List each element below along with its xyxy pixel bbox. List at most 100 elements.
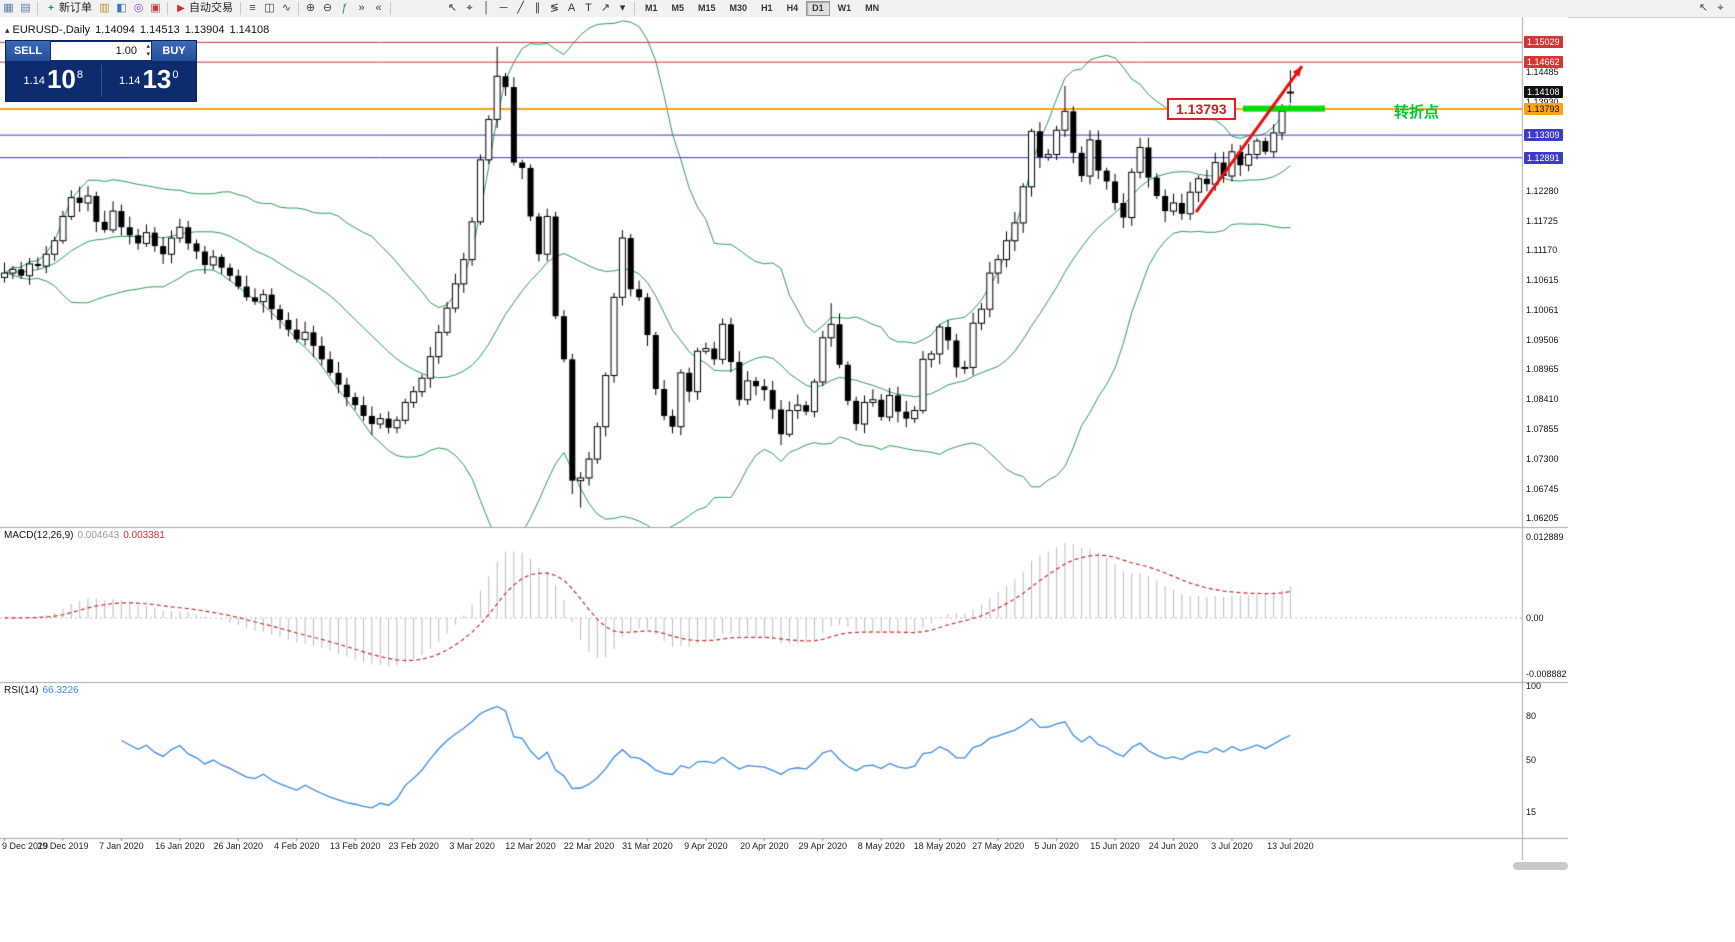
lot-decrease-icon[interactable]: ▾ <box>146 51 150 58</box>
price-axis-label: 1.14662 <box>1524 56 1563 69</box>
toolbar-separator <box>390 2 391 15</box>
date-axis-label: 27 May 2020 <box>972 841 1025 851</box>
autotrade-icon: ▶ <box>177 3 185 14</box>
one-click-trading-panel: SELL 1.00 ▴ ▾ BUY 1.14 10 8 1.14 13 0 <box>5 40 197 102</box>
timeframe-button-M1[interactable]: M1 <box>645 3 658 13</box>
bar-chart-icon[interactable]: ≡ <box>249 2 256 14</box>
timeframe-button-M30[interactable]: M30 <box>729 3 748 13</box>
timeframe-button-H4[interactable]: H4 <box>786 3 799 13</box>
main-toolbar: ▦ ▤ + 新订单 ▥ ◧ ◎ ▣ ▶ 自动交易 ≡ ◫ ∿ ⊕ ⊖ ƒ » « ↖ ⌖ │ ─ ╱ ∥ ≶ A T ↗ ▾ M1 M5 M1… <box>0 0 1735 18</box>
date-axis-label: 29 Dec 2019 <box>37 841 89 851</box>
ohlc-low-value: 1.13904 <box>184 24 225 36</box>
vertical-line-icon[interactable]: │ <box>483 2 490 14</box>
zoom-in-icon[interactable]: ⊕ <box>305 2 316 14</box>
price-axis-label: 1.13793 <box>1524 103 1563 116</box>
timeframe-button-H1[interactable]: H1 <box>761 3 773 13</box>
arrows-icon[interactable]: ↗ <box>600 2 611 14</box>
price-axis-label: 1.10615 <box>1526 275 1559 286</box>
date-axis-label: 13 Jul 2020 <box>1267 841 1314 851</box>
timeframe-button-M5[interactable]: M5 <box>671 3 685 13</box>
date-axis-label: 31 Mar 2020 <box>622 841 673 851</box>
rsi-value: 66.3226 <box>42 685 79 696</box>
indicators-icon[interactable]: ƒ <box>341 2 348 14</box>
macd-scale-min: -0.008882 <box>1526 669 1567 679</box>
cursor-icon[interactable]: ↖ <box>447 2 458 14</box>
macd-name: MACD(12,26,9) <box>4 530 74 541</box>
buy-button[interactable]: BUY <box>152 41 196 61</box>
price-axis-label: 1.10061 <box>1526 305 1559 316</box>
chart-profiles-icon[interactable]: ▤ <box>20 2 31 14</box>
text-icon[interactable]: A <box>567 2 576 14</box>
data-window-icon[interactable]: ◧ <box>116 2 127 14</box>
sell-price-display[interactable]: 1.14 10 8 <box>6 66 101 96</box>
cursor-default-icon[interactable]: ↖ <box>1698 2 1709 14</box>
timeframe-button-M15[interactable]: M15 <box>698 3 716 13</box>
date-axis-label: 13 Feb 2020 <box>329 841 381 851</box>
date-axis-label: 26 Jan 2020 <box>213 841 264 851</box>
new-order-button[interactable]: + 新订单 <box>41 1 96 16</box>
horizontal-line-icon[interactable]: ─ <box>499 2 508 14</box>
auto-scroll-icon[interactable]: » <box>358 2 365 14</box>
rsi-scale-label: 50 <box>1526 755 1537 765</box>
date-axis-label: 3 Jul 2020 <box>1211 841 1253 851</box>
sell-button[interactable]: SELL <box>6 41 50 61</box>
price-axis-label: 1.09506 <box>1526 335 1559 346</box>
fibonacci-icon[interactable]: ≶ <box>549 2 560 14</box>
buy-price-pipette: 0 <box>172 68 179 81</box>
price-axis-label: 1.07855 <box>1526 424 1559 435</box>
chart-shift-icon[interactable]: « <box>375 2 382 14</box>
price-axis-label: 1.11170 <box>1526 245 1558 256</box>
timeframe-button-W1[interactable]: W1 <box>837 3 852 13</box>
label-icon[interactable]: T <box>585 2 592 14</box>
channel-icon[interactable]: ∥ <box>534 2 541 14</box>
navigator-icon[interactable]: ◎ <box>133 2 144 14</box>
dropdown-icon[interactable]: ▾ <box>619 2 626 14</box>
crosshair-icon[interactable]: ⌖ <box>466 2 473 14</box>
toolbar-separator <box>37 2 38 15</box>
date-axis-label: 16 Jan 2020 <box>155 841 205 851</box>
autotrade-button[interactable]: ▶ 自动交易 <box>171 1 237 16</box>
price-axis-label: 1.08410 <box>1526 394 1559 405</box>
zoom-out-icon[interactable]: ⊖ <box>322 2 333 14</box>
price-chart-canvas[interactable] <box>0 17 1568 860</box>
macd-indicator-label: MACD(12,26,9) 0.004643 0.003381 <box>4 530 165 541</box>
terminal-icon[interactable]: ▣ <box>150 2 161 14</box>
date-axis-label: 23 Feb 2020 <box>388 841 439 851</box>
toolbar-separator <box>634 2 635 15</box>
market-watch-icon[interactable]: ▥ <box>99 2 110 14</box>
macd-scale-zero: 0.00 <box>1526 612 1544 623</box>
new-chart-icon[interactable]: ▦ <box>3 2 14 14</box>
timeframe-button-MN[interactable]: MN <box>865 3 880 13</box>
date-axis-label: 24 Jun 2020 <box>1148 841 1199 851</box>
date-axis-label: 3 Mar 2020 <box>449 841 495 851</box>
price-level-callout[interactable]: 1.13793 <box>1167 98 1236 120</box>
lot-size-input[interactable]: 1.00 ▴ ▾ <box>51 42 151 60</box>
quick-trade-collapse-icon[interactable]: ▴ <box>5 25 10 35</box>
date-axis-label: 9 Dec 2019 <box>2 841 49 851</box>
candlestick-chart-icon[interactable]: ◫ <box>264 2 275 14</box>
price-axis-label: 1.08965 <box>1526 364 1559 375</box>
date-axis-label: 7 Jan 2020 <box>99 841 144 851</box>
line-chart-icon[interactable]: ∿ <box>281 2 292 14</box>
horizontal-scrollbar-thumb[interactable] <box>1513 862 1568 870</box>
trendline-icon[interactable]: ╱ <box>517 2 524 14</box>
symbol-ohlc-info: ▴ EURUSD-,Daily 1.14094 1.14513 1.13904 1.141… <box>5 24 269 36</box>
autotrade-label: 自动交易 <box>189 2 233 14</box>
price-axis-label: 1.06745 <box>1526 483 1559 494</box>
one-click-top-row: SELL 1.00 ▴ ▾ BUY <box>6 41 196 61</box>
new-order-label: 新订单 <box>59 2 92 14</box>
turning-point-label: 转折点 <box>1394 104 1440 121</box>
price-axis-label: 1.06205 <box>1526 513 1559 524</box>
price-axis-label: 1.13309 <box>1524 129 1563 142</box>
lot-spin-buttons: ▴ ▾ <box>146 43 150 59</box>
rsi-name: RSI(14) <box>4 685 39 696</box>
price-axis-label: 1.12891 <box>1524 151 1563 164</box>
buy-price-display[interactable]: 1.14 13 0 <box>102 66 197 96</box>
price-divider <box>100 65 102 97</box>
cursor-target-icon[interactable]: ⌖ <box>1717 2 1724 14</box>
lot-increase-icon[interactable]: ▴ <box>146 43 150 50</box>
timeframe-button-D1[interactable]: D1 <box>806 1 830 16</box>
symbol-period-label: EURUSD-,Daily <box>12 24 91 36</box>
ohlc-close-value: 1.14108 <box>229 24 270 36</box>
price-axis-label: 1.11725 <box>1526 215 1558 226</box>
